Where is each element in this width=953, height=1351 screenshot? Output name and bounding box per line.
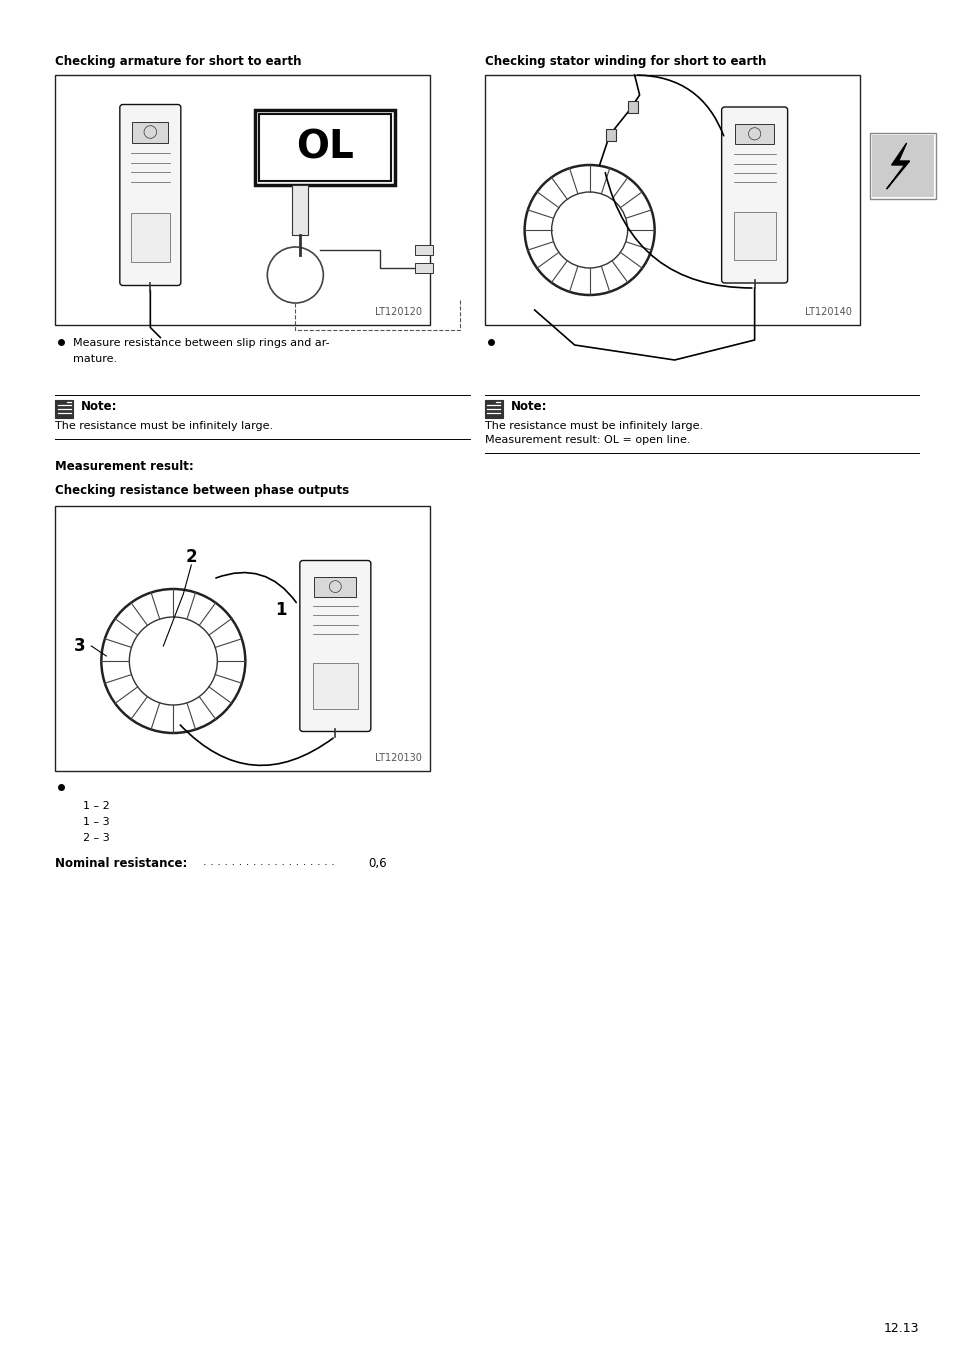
Text: Note:: Note: — [81, 400, 118, 413]
Bar — [292, 185, 308, 235]
Bar — [605, 128, 615, 141]
Text: Measure resistance between slip rings and ar-: Measure resistance between slip rings an… — [73, 338, 330, 349]
Bar — [55, 76, 430, 326]
Text: Checking armature for short to earth: Checking armature for short to earth — [55, 55, 301, 68]
Bar — [313, 662, 357, 709]
Text: 2: 2 — [185, 549, 197, 566]
Text: 1 – 2: 1 – 2 — [83, 801, 110, 811]
Text: Measurement result: OL = open line.: Measurement result: OL = open line. — [484, 435, 689, 444]
Text: 1 – 3: 1 – 3 — [83, 817, 110, 827]
Text: Checking resistance between phase outputs: Checking resistance between phase output… — [55, 484, 349, 497]
Text: LT120120: LT120120 — [375, 307, 422, 317]
Text: Checking stator winding for short to earth: Checking stator winding for short to ear… — [484, 55, 765, 68]
Text: The resistance must be infinitely large.: The resistance must be infinitely large. — [55, 422, 274, 431]
Bar — [415, 263, 433, 273]
Bar — [484, 400, 502, 417]
Text: 1: 1 — [274, 601, 286, 619]
Bar — [871, 135, 933, 197]
FancyBboxPatch shape — [299, 561, 371, 731]
Text: 2 – 3: 2 – 3 — [83, 834, 110, 843]
Text: LT120140: LT120140 — [804, 307, 851, 317]
Text: Note:: Note: — [510, 400, 547, 413]
Bar — [259, 113, 391, 181]
Polygon shape — [885, 143, 908, 189]
Bar — [314, 577, 356, 597]
Bar — [132, 122, 168, 142]
Text: OL: OL — [296, 128, 354, 166]
Bar — [733, 212, 775, 259]
Text: . . . . . . . . . . . . . . . . . . .: . . . . . . . . . . . . . . . . . . . — [203, 857, 335, 867]
Bar — [55, 507, 430, 771]
Bar — [627, 101, 637, 113]
Bar — [255, 109, 395, 185]
Bar — [484, 76, 859, 326]
Text: Measurement result:: Measurement result: — [55, 459, 193, 473]
Text: 3: 3 — [73, 638, 85, 655]
Bar — [131, 212, 170, 262]
FancyBboxPatch shape — [720, 107, 787, 282]
Bar — [869, 132, 935, 199]
Bar — [55, 400, 73, 417]
Text: 12.13: 12.13 — [882, 1323, 918, 1335]
Text: Nominal resistance:: Nominal resistance: — [55, 857, 188, 870]
Text: LT120130: LT120130 — [375, 753, 422, 763]
Text: 0,6: 0,6 — [368, 857, 387, 870]
FancyBboxPatch shape — [120, 104, 181, 285]
Bar — [415, 245, 433, 255]
Text: mature.: mature. — [73, 354, 117, 363]
Bar — [735, 123, 773, 145]
Text: The resistance must be infinitely large.: The resistance must be infinitely large. — [484, 422, 702, 431]
